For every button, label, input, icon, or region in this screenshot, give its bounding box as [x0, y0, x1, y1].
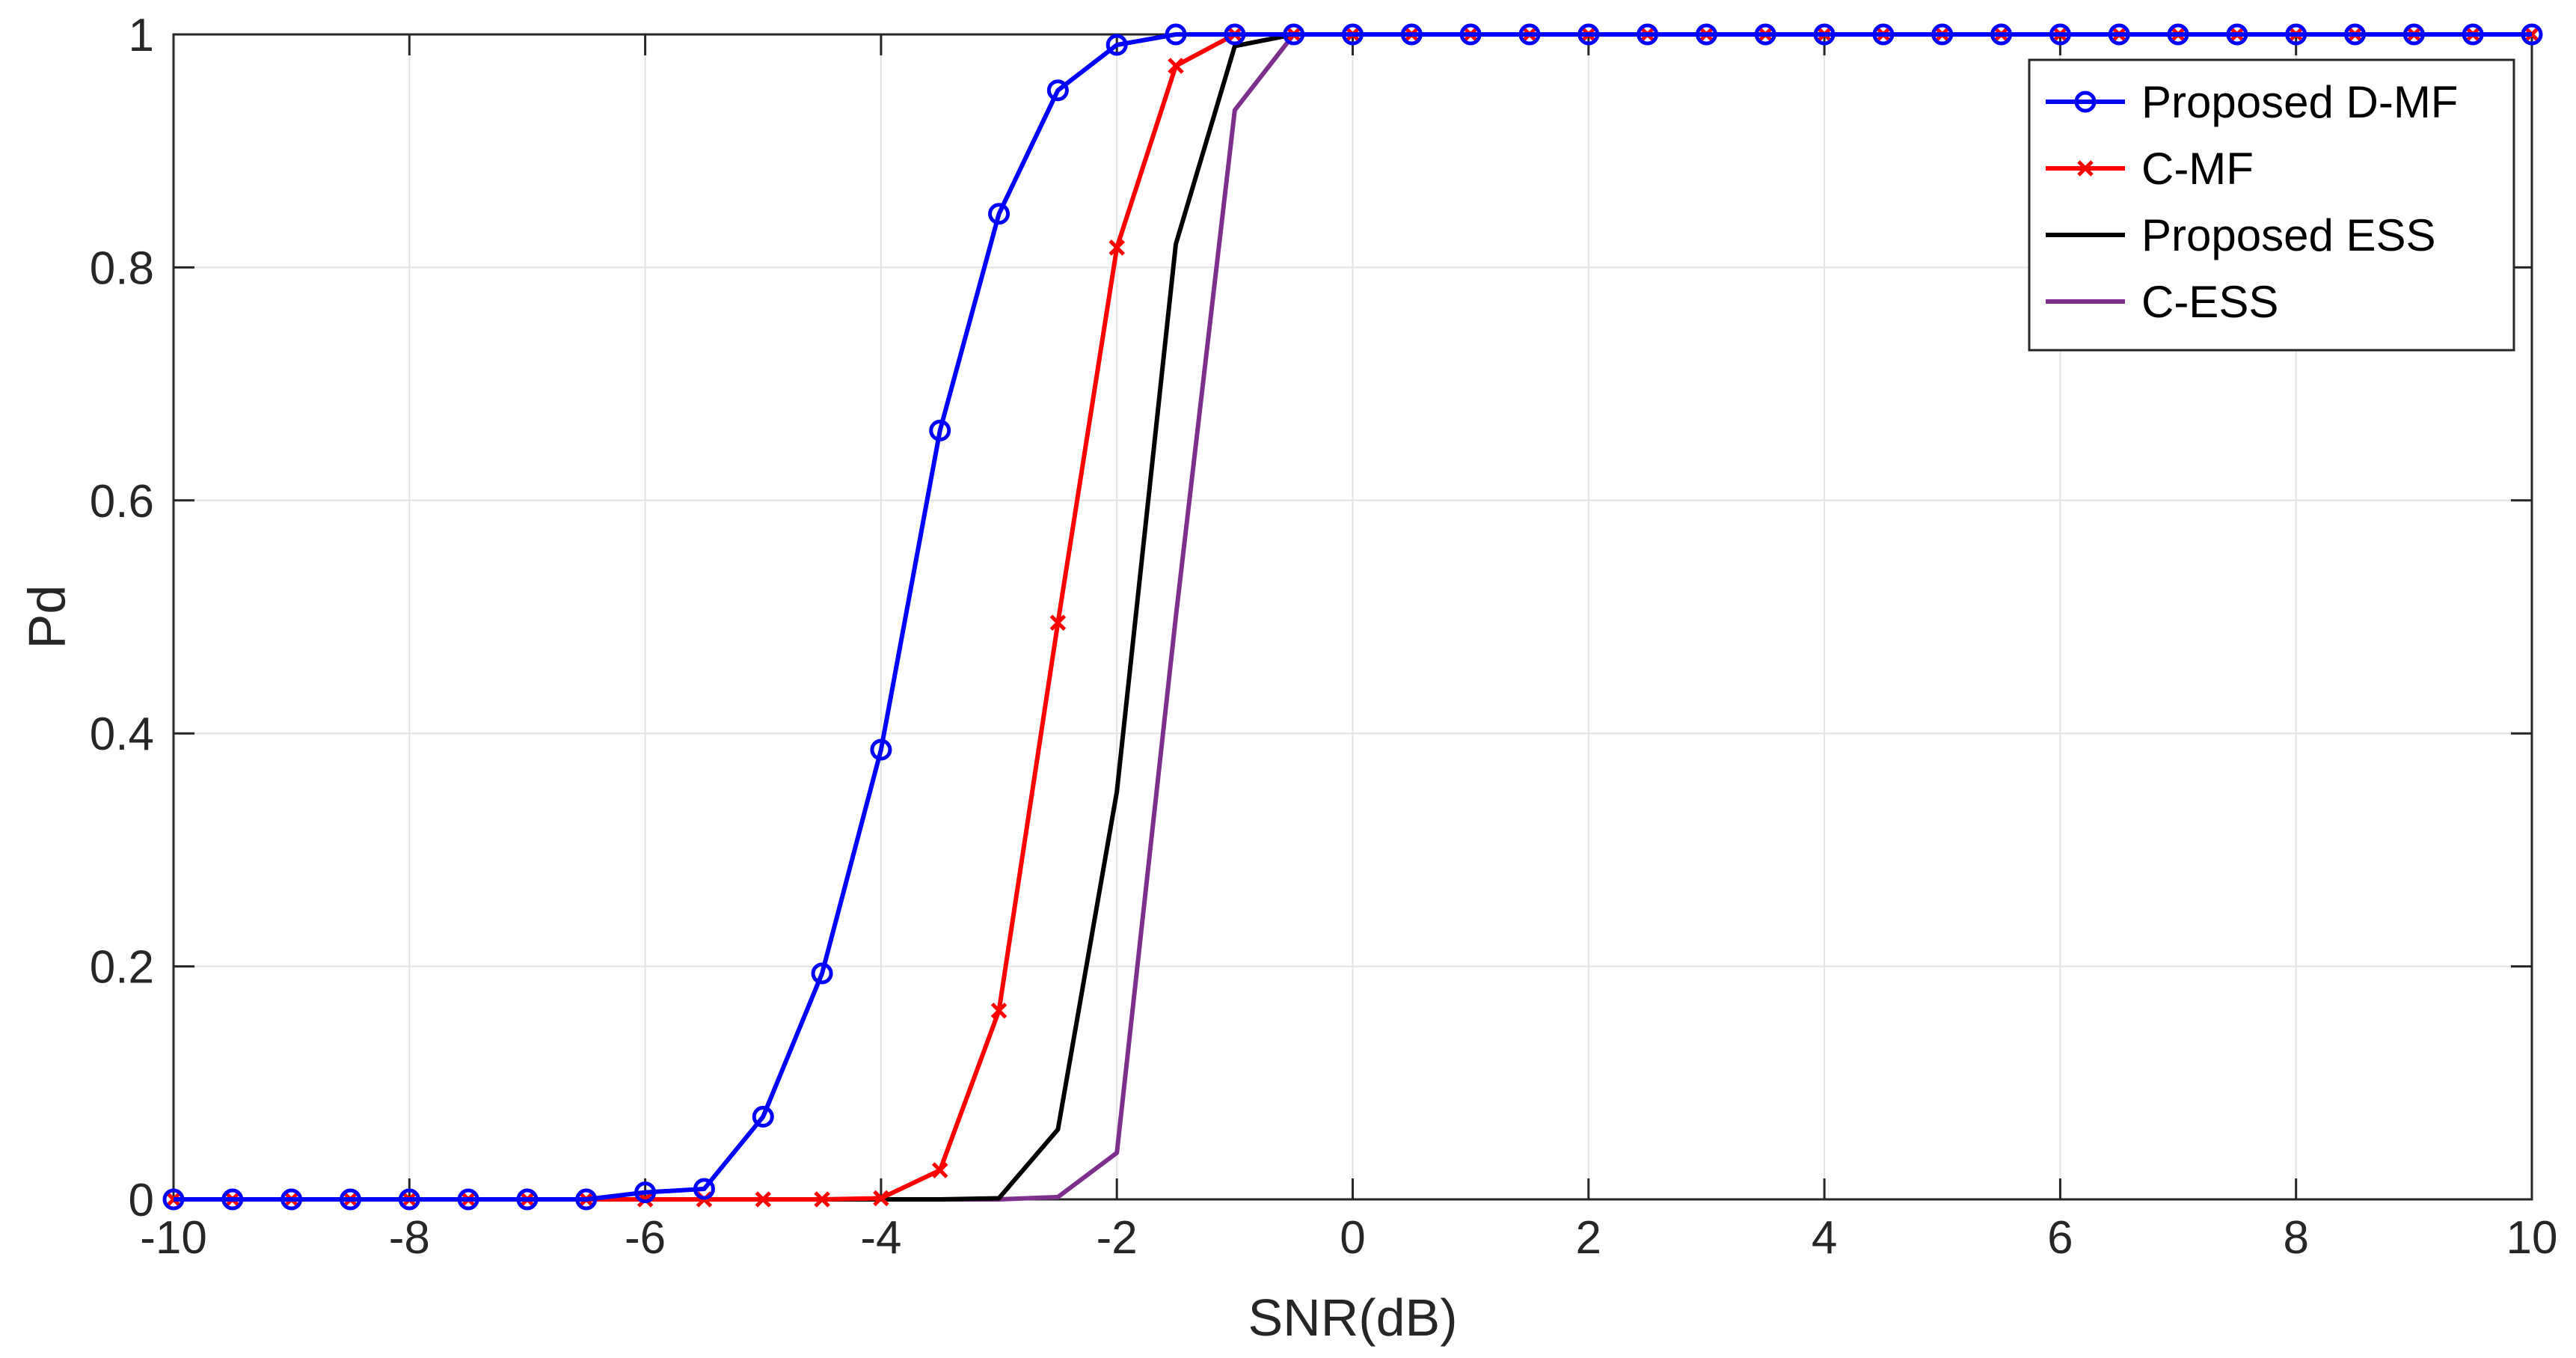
legend-label: Proposed D-MF	[2141, 77, 2458, 127]
x-tick-label: 6	[2047, 1212, 2073, 1264]
x-tick-label: 4	[1812, 1212, 1837, 1264]
y-tick-label: 0.4	[90, 709, 154, 760]
data-point-c-mf	[1168, 58, 1184, 74]
x-tick-label: 8	[2283, 1212, 2308, 1264]
data-point-proposed-d-mf	[693, 1178, 715, 1200]
data-point-c-mf	[931, 1162, 948, 1178]
legend: Proposed D-MF C-MF Proposed ESS C-ESS	[2028, 58, 2515, 352]
data-point-c-mf	[1049, 614, 1067, 631]
data-point-proposed-d-mf	[988, 203, 1011, 225]
data-point-proposed-d-mf	[929, 419, 951, 441]
legend-entry-proposed-ess: Proposed ESS	[2046, 210, 2436, 260]
data-point-proposed-d-mf	[1165, 23, 1187, 46]
legend-marker	[2077, 160, 2094, 177]
data-point-proposed-d-mf	[398, 1188, 420, 1211]
data-point-proposed-d-mf	[634, 1181, 657, 1204]
data-point-proposed-d-mf	[1046, 79, 1069, 102]
data-point-proposed-d-mf	[1990, 23, 2013, 46]
data-point-proposed-d-mf	[1400, 23, 1423, 46]
data-point-proposed-d-mf	[516, 1188, 539, 1211]
data-point-proposed-d-mf	[2285, 23, 2307, 46]
data-point-proposed-d-mf	[1283, 23, 1305, 46]
data-point-c-mf	[755, 1191, 772, 1208]
y-tick-label: 1	[129, 10, 154, 61]
data-point-proposed-d-mf	[1813, 23, 1836, 46]
data-point-proposed-d-mf	[2167, 23, 2189, 46]
x-axis-label: SNR(dB)	[1248, 1288, 1457, 1347]
data-point-proposed-d-mf	[1518, 23, 1541, 46]
data-point-proposed-d-mf	[2226, 23, 2248, 46]
data-point-proposed-d-mf	[339, 1188, 361, 1211]
x-tick-label: -10	[140, 1212, 207, 1264]
data-point-proposed-d-mf	[1459, 23, 1482, 46]
data-point-proposed-d-mf	[1931, 23, 1954, 46]
legend-entry-proposed-d-mf: Proposed D-MF	[2046, 77, 2458, 127]
data-point-proposed-d-mf	[2049, 23, 2071, 46]
y-tick-label: 0.6	[90, 476, 154, 527]
y-axis-label: Pd	[18, 585, 76, 649]
data-point-proposed-d-mf	[1224, 23, 1246, 46]
data-point-c-mf	[814, 1191, 830, 1208]
x-tick-label: 10	[2506, 1212, 2558, 1264]
x-tick-label: -6	[625, 1212, 666, 1264]
y-tick-label: 0.8	[90, 242, 154, 294]
series-line-proposed-d-mf	[174, 32, 2532, 1202]
legend-label: Proposed ESS	[2141, 210, 2436, 260]
data-point-proposed-d-mf	[1577, 23, 1600, 46]
data-point-proposed-d-mf	[1754, 23, 1776, 46]
data-point-proposed-d-mf	[2521, 23, 2543, 46]
data-point-proposed-d-mf	[1637, 23, 1659, 46]
x-tick-label: -8	[389, 1212, 430, 1264]
data-point-proposed-d-mf	[870, 738, 892, 761]
x-tick-label: 0	[1340, 1212, 1365, 1264]
y-tick-label: 0	[129, 1175, 154, 1226]
legend-marker	[2074, 91, 2097, 113]
data-point-c-mf	[1108, 239, 1125, 256]
data-point-proposed-d-mf	[1342, 23, 1364, 46]
x-tick-label: 2	[1576, 1212, 1601, 1264]
legend-label: C-ESS	[2141, 277, 2278, 327]
legend-entry-c-ess: C-ESS	[2046, 277, 2278, 327]
data-point-proposed-d-mf	[752, 1105, 774, 1128]
x-tick-label: -2	[1097, 1212, 1138, 1264]
data-point-proposed-d-mf	[2344, 23, 2367, 46]
data-point-proposed-d-mf	[1872, 23, 1895, 46]
x-tick-label: -4	[860, 1212, 901, 1264]
data-point-c-mf	[873, 1190, 889, 1207]
series-proposed-d-mf	[162, 23, 2543, 1211]
data-point-proposed-d-mf	[2108, 23, 2130, 46]
data-point-proposed-d-mf	[811, 962, 833, 985]
legend-label: C-MF	[2141, 144, 2254, 194]
data-point-proposed-d-mf	[457, 1188, 479, 1211]
data-point-proposed-d-mf	[1105, 34, 1128, 56]
legend-entry-c-mf: C-MF	[2046, 144, 2254, 194]
y-tick-label: 0.2	[90, 942, 154, 994]
data-point-proposed-d-mf	[2402, 23, 2425, 46]
data-point-c-mf	[990, 1002, 1008, 1019]
data-point-proposed-d-mf	[1695, 23, 1717, 46]
series-layer	[162, 23, 2543, 1211]
data-point-proposed-d-mf	[280, 1188, 303, 1211]
data-point-proposed-d-mf	[162, 1188, 185, 1211]
axis-ticks: -10 -8 -6 -4 -2 0 2 4 6 8 10 0 0.2 0.4 0.6 0.8 1	[90, 10, 2558, 1264]
data-point-proposed-d-mf	[2462, 23, 2484, 46]
data-point-proposed-d-mf	[221, 1188, 244, 1211]
data-point-proposed-d-mf	[575, 1188, 598, 1211]
